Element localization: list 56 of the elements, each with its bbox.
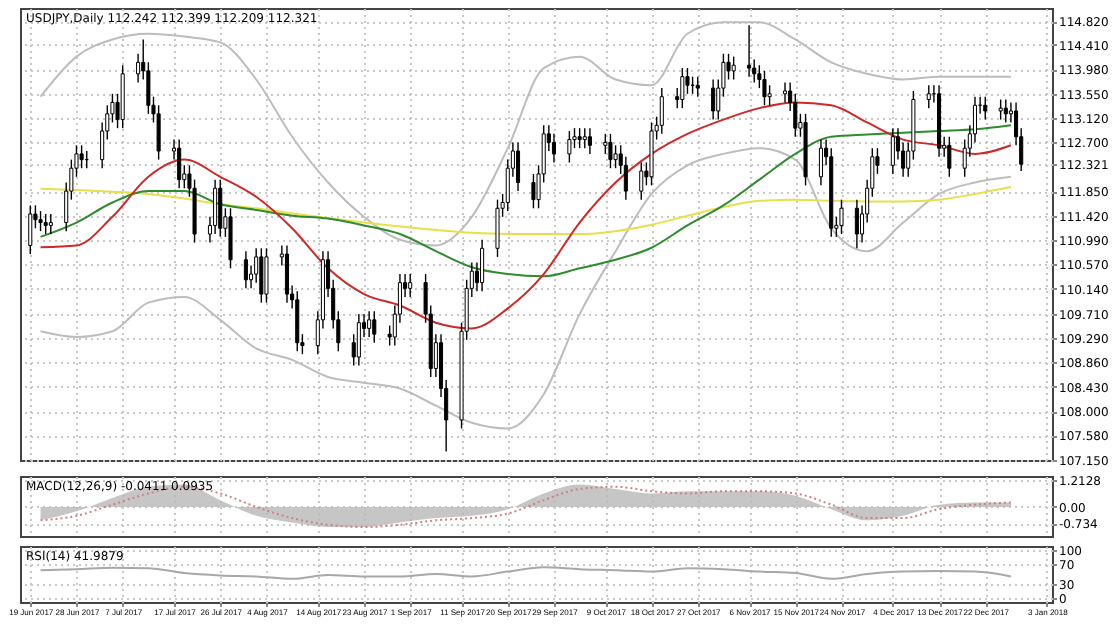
candlestick: [228, 207, 233, 270]
candlestick: [515, 141, 521, 192]
candlestick: [372, 310, 377, 344]
candlestick: [48, 213, 53, 235]
candlestick: [218, 178, 223, 238]
candlestick: [120, 64, 125, 129]
candlestick: [649, 121, 654, 187]
candlestick: [695, 75, 700, 98]
candlestick: [177, 138, 182, 189]
line-series: [39, 186, 1012, 235]
candlestick: [495, 198, 500, 258]
candlestick: [603, 133, 608, 155]
candlestick: [731, 55, 736, 81]
candlestick: [613, 144, 618, 169]
candlestick: [259, 247, 264, 304]
candlestick: [408, 273, 413, 298]
candlestick: [264, 247, 269, 304]
candlestick: [854, 198, 859, 249]
candlestick: [639, 161, 644, 201]
candlestick: [577, 127, 582, 149]
candlestick: [43, 213, 48, 235]
candlestick: [28, 204, 33, 255]
candlestick: [839, 198, 844, 235]
candlestick: [582, 127, 587, 149]
candlestick: [726, 53, 731, 81]
candlestick: [659, 87, 664, 135]
candlestick: [587, 127, 592, 155]
candlestick: [818, 138, 823, 187]
candlestick: [890, 127, 895, 175]
candlestick: [782, 81, 788, 104]
candlestick: [480, 239, 485, 292]
candlestick: [295, 290, 300, 352]
candlestick: [156, 104, 161, 161]
candlestick: [608, 133, 613, 169]
candlestick: [998, 98, 1003, 121]
candlestick: [747, 24, 752, 78]
candlestick: [213, 178, 218, 235]
candlestick: [1003, 98, 1008, 124]
candlestick: [685, 67, 690, 95]
candlestick: [243, 250, 248, 290]
candlestick: [531, 173, 536, 209]
candlestick: [79, 144, 84, 169]
candlestick: [356, 313, 361, 367]
candlestick: [711, 78, 716, 121]
candlestick: [926, 84, 931, 109]
candlestick: [762, 70, 767, 106]
candlestick: [284, 244, 290, 304]
candlestick: [367, 310, 372, 338]
candlestick: [983, 95, 988, 121]
candlestick: [567, 130, 572, 164]
line-series: [39, 101, 1012, 330]
candlestick: [947, 136, 952, 178]
candlestick: [767, 84, 772, 106]
candlestick: [551, 133, 557, 164]
candlestick: [38, 210, 43, 232]
candlestick: [680, 67, 685, 109]
